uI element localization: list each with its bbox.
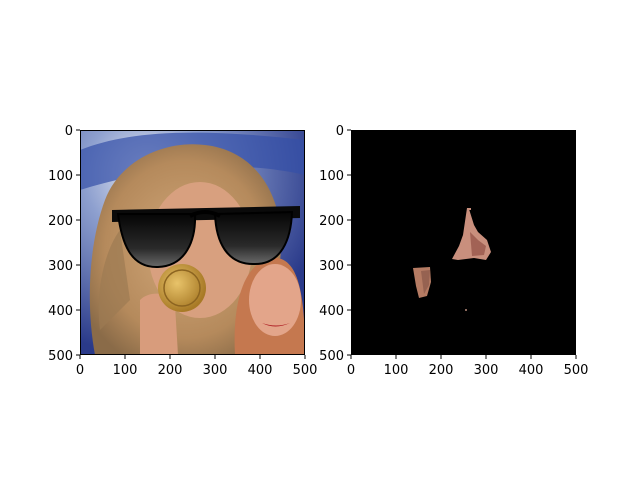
x-tick-label: 100: [113, 363, 138, 378]
x-tick-label: 0: [76, 363, 84, 378]
y-tick-label: 100: [319, 169, 344, 184]
right-axes-frame: [351, 130, 576, 355]
x-tick-label: 100: [384, 363, 409, 378]
x-tick-label: 500: [564, 363, 589, 378]
y-tick-label: 300: [48, 259, 73, 274]
y-tick-label: 100: [48, 169, 73, 184]
y-tick-label: 0: [65, 124, 73, 139]
y-tick-label: 400: [48, 304, 73, 319]
x-tick-label: 300: [203, 363, 228, 378]
x-tick-label: 200: [158, 363, 183, 378]
y-tick-label: 500: [319, 349, 344, 364]
x-tick-label: 400: [248, 363, 273, 378]
left-axes-frame: [80, 130, 305, 355]
mask-image: [351, 130, 576, 355]
x-tick-label: 400: [519, 363, 544, 378]
x-tick-label: 500: [293, 363, 318, 378]
y-tick-label: 200: [48, 214, 73, 229]
x-tick-label: 200: [429, 363, 454, 378]
y-tick-label: 500: [48, 349, 73, 364]
x-tick-label: 0: [347, 363, 355, 378]
photo-image: [80, 130, 305, 355]
y-tick-label: 300: [319, 259, 344, 274]
y-tick-label: 0: [336, 124, 344, 139]
x-tick-label: 300: [474, 363, 499, 378]
sunglasses: [112, 206, 300, 269]
y-tick-label: 400: [319, 304, 344, 319]
y-tick-label: 200: [319, 214, 344, 229]
